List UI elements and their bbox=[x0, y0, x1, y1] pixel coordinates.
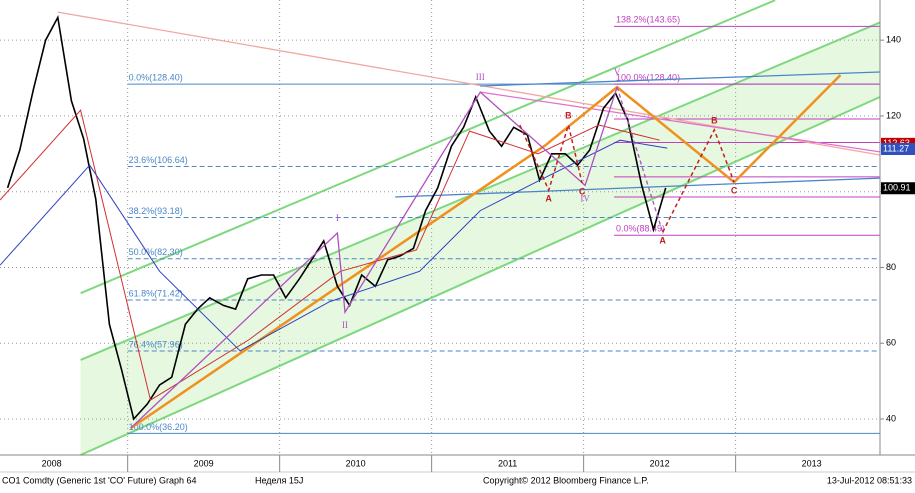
y-tick-label: 120 bbox=[886, 110, 901, 120]
wave-projection bbox=[616, 86, 664, 233]
correction-line bbox=[519, 122, 583, 193]
correction-label: C bbox=[731, 186, 738, 196]
x-tick-label: 2008 bbox=[42, 458, 62, 468]
trend-line bbox=[480, 91, 881, 153]
correction-label: B bbox=[565, 110, 572, 120]
fib-label: 100.0%(36.20) bbox=[129, 422, 188, 432]
price-flag-label: 111.27 bbox=[883, 143, 909, 153]
price-line bbox=[6, 14, 667, 421]
price-flag bbox=[881, 143, 915, 156]
footer-timestamp: 13-Jul-2012 08:51:33 bbox=[827, 475, 912, 485]
channel-line bbox=[80, 96, 881, 456]
footer-week: Неделя 15J bbox=[255, 475, 303, 485]
fib-label: 138.2%(143.65) bbox=[616, 15, 680, 25]
channel-fill bbox=[80, 22, 880, 456]
fib-label: 76.4%(57.96) bbox=[129, 339, 183, 349]
wave-label: I bbox=[336, 213, 339, 223]
channel-line bbox=[80, 0, 776, 295]
fib-label: 0.0%(128.40) bbox=[129, 72, 183, 82]
trend-line bbox=[480, 71, 881, 87]
y-tick-label: 60 bbox=[886, 338, 896, 348]
fib-label: 0.0%(88.49) bbox=[616, 224, 665, 234]
fib-label: 38.2%(93.18) bbox=[129, 206, 183, 216]
correction-label: A bbox=[659, 236, 666, 246]
plot-area: 0.0%(128.40) 23.6%(106.64) 38.2%(93.18) 50.… bbox=[0, 0, 881, 456]
moving-average bbox=[0, 109, 660, 401]
y-tick-label: 40 bbox=[886, 413, 896, 423]
wave-label: II bbox=[342, 320, 348, 330]
correction-label: A bbox=[545, 194, 552, 204]
y-tick-label: 80 bbox=[886, 262, 896, 272]
moving-average bbox=[0, 139, 668, 352]
fib-label: 50.0%(82.30) bbox=[129, 247, 183, 257]
fib-label: 100.0%(128.40) bbox=[616, 72, 680, 82]
x-tick-label: 2010 bbox=[346, 458, 366, 468]
x-tick-label: 2012 bbox=[650, 458, 670, 468]
correction-label: B bbox=[711, 115, 718, 125]
y-tick-label: 140 bbox=[886, 35, 901, 45]
correction-label: C bbox=[579, 186, 586, 196]
wave-label: V bbox=[614, 67, 621, 77]
x-tick-label: 2009 bbox=[194, 458, 214, 468]
x-tick-label: 2011 bbox=[498, 458, 517, 468]
footer-copyright: Copyright© 2012 Bloomberg Finance L.P. bbox=[483, 475, 649, 485]
footer-title: CO1 Comdty (Generic 1st 'CO' Future) Gra… bbox=[2, 475, 197, 485]
fib-label: 61.8%(71.42) bbox=[129, 288, 183, 298]
correction-line bbox=[662, 128, 735, 233]
price-flag-label: 100.91 bbox=[883, 183, 911, 193]
x-tick-label: 2013 bbox=[802, 458, 822, 468]
fib-label: 23.6%(106.64) bbox=[129, 155, 188, 165]
wave-label: III bbox=[476, 72, 485, 82]
price-flag bbox=[881, 182, 915, 195]
wave-label: IV bbox=[580, 193, 590, 203]
wave-line bbox=[130, 86, 618, 429]
